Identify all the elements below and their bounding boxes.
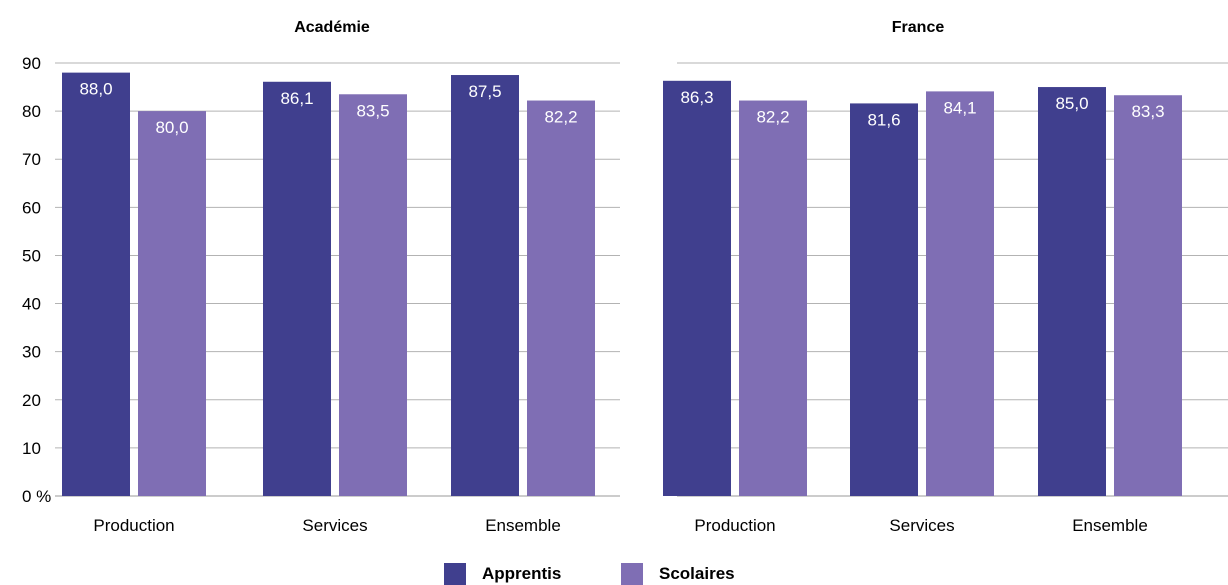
bar-academie-scolaires-ensemble [527,100,595,496]
data-label-france-scolaires-services: 84,1 [943,98,976,117]
y-tick-label-80: 80 [22,102,41,121]
bar-academie-apprentis-services [263,81,331,496]
data-label-academie-scolaires-services: 83,5 [356,101,389,120]
y-tick-label-10: 10 [22,439,41,458]
bar-france-scolaires-production [739,100,807,496]
y-tick-label-0: 0 % [22,487,51,506]
x-tick-label-france-services: Services [889,516,954,535]
bar-france-scolaires-ensemble [1114,95,1182,497]
data-label-academie-scolaires-production: 80,0 [155,118,188,137]
y-tick-label-40: 40 [22,295,41,314]
bar-academie-scolaires-services [339,94,407,497]
legend-label-apprentis: Apprentis [482,564,562,583]
legend-label-scolaires: Scolaires [659,564,735,583]
bar-france-apprentis-services [850,103,918,496]
x-tick-label-france-ensemble: Ensemble [1072,516,1148,535]
x-tick-label-academie-production: Production [93,516,174,535]
y-tick-label-50: 50 [22,246,41,265]
data-label-academie-scolaires-ensemble: 82,2 [544,108,577,127]
data-label-academie-apprentis-services: 86,1 [280,89,313,108]
y-tick-label-30: 30 [22,343,41,362]
bar-france-apprentis-ensemble [1038,87,1106,497]
bar-academie-apprentis-production [62,72,130,496]
legend-swatch-scolaires [621,563,643,585]
legend-swatch-apprentis [444,563,466,585]
x-tick-label-academie-services: Services [302,516,367,535]
bar-academie-scolaires-production [138,111,206,496]
data-label-academie-apprentis-ensemble: 87,5 [468,82,501,101]
panel-title-academie: Académie [294,19,370,36]
bar-france-apprentis-production [663,80,731,496]
panel-title-france: France [892,19,945,36]
data-label-academie-apprentis-production: 88,0 [79,80,112,99]
y-tick-label-20: 20 [22,391,41,410]
data-label-france-apprentis-services: 81,6 [867,110,900,129]
data-label-france-scolaires-production: 82,2 [756,108,789,127]
data-label-france-apprentis-ensemble: 85,0 [1055,94,1088,113]
data-label-france-scolaires-ensemble: 83,3 [1131,102,1164,121]
x-tick-label-academie-ensemble: Ensemble [485,516,561,535]
legend: Apprentis Scolaires [0,560,1228,585]
y-tick-label-70: 70 [22,150,41,169]
y-tick-label-90: 90 [22,54,41,73]
x-tick-label-france-production: Production [694,516,775,535]
bar-academie-apprentis-ensemble [451,75,519,497]
data-label-france-apprentis-production: 86,3 [680,88,713,107]
y-tick-label-60: 60 [22,198,41,217]
bar-france-scolaires-services [926,91,994,496]
